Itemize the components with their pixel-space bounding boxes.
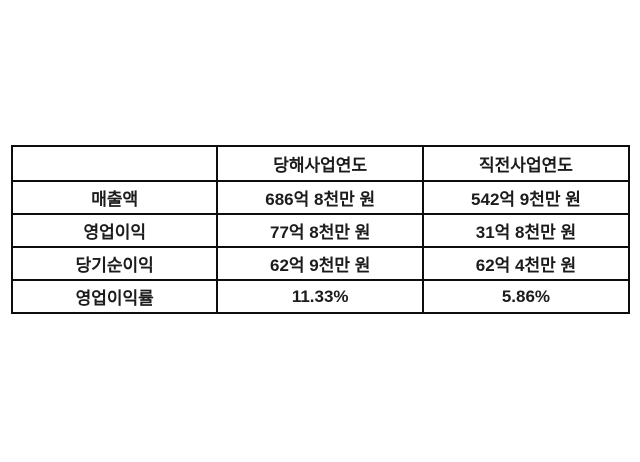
operating-profit-previous-value: 31억 8천만 원 [421, 213, 631, 248]
table-row-revenue: 매출액 686억 8천만 원 542억 9천만 원 [10, 180, 631, 215]
row-label-operating-margin: 영업이익률 [10, 279, 219, 314]
net-income-previous-value: 62억 4천만 원 [421, 246, 631, 281]
revenue-current-value: 686억 8천만 원 [216, 180, 424, 215]
net-income-current-value: 62억 9천만 원 [216, 246, 424, 281]
table-row-net-income: 당기순이익 62억 9천만 원 62억 4천만 원 [10, 246, 631, 281]
operating-margin-previous-value: 5.86% [421, 279, 631, 314]
row-label-operating-profit: 영업이익 [10, 213, 219, 248]
row-label-net-income: 당기순이익 [10, 246, 219, 281]
financial-summary-table: 당해사업연도 직전사업연도 매출액 686억 8천만 원 542억 9천만 원 … [10, 145, 631, 314]
header-cell-empty [10, 145, 219, 182]
table-row-operating-profit: 영업이익 77억 8천만 원 31억 8천만 원 [10, 213, 631, 248]
table-header-row: 당해사업연도 직전사업연도 [10, 145, 631, 182]
row-label-revenue: 매출액 [10, 180, 219, 215]
operating-profit-current-value: 77억 8천만 원 [216, 213, 424, 248]
header-cell-previous-fiscal-year: 직전사업연도 [421, 145, 631, 182]
revenue-previous-value: 542억 9천만 원 [421, 180, 631, 215]
operating-margin-current-value: 11.33% [216, 279, 424, 314]
table-row-operating-margin: 영업이익률 11.33% 5.86% [10, 279, 631, 314]
header-cell-current-fiscal-year: 당해사업연도 [216, 145, 424, 182]
